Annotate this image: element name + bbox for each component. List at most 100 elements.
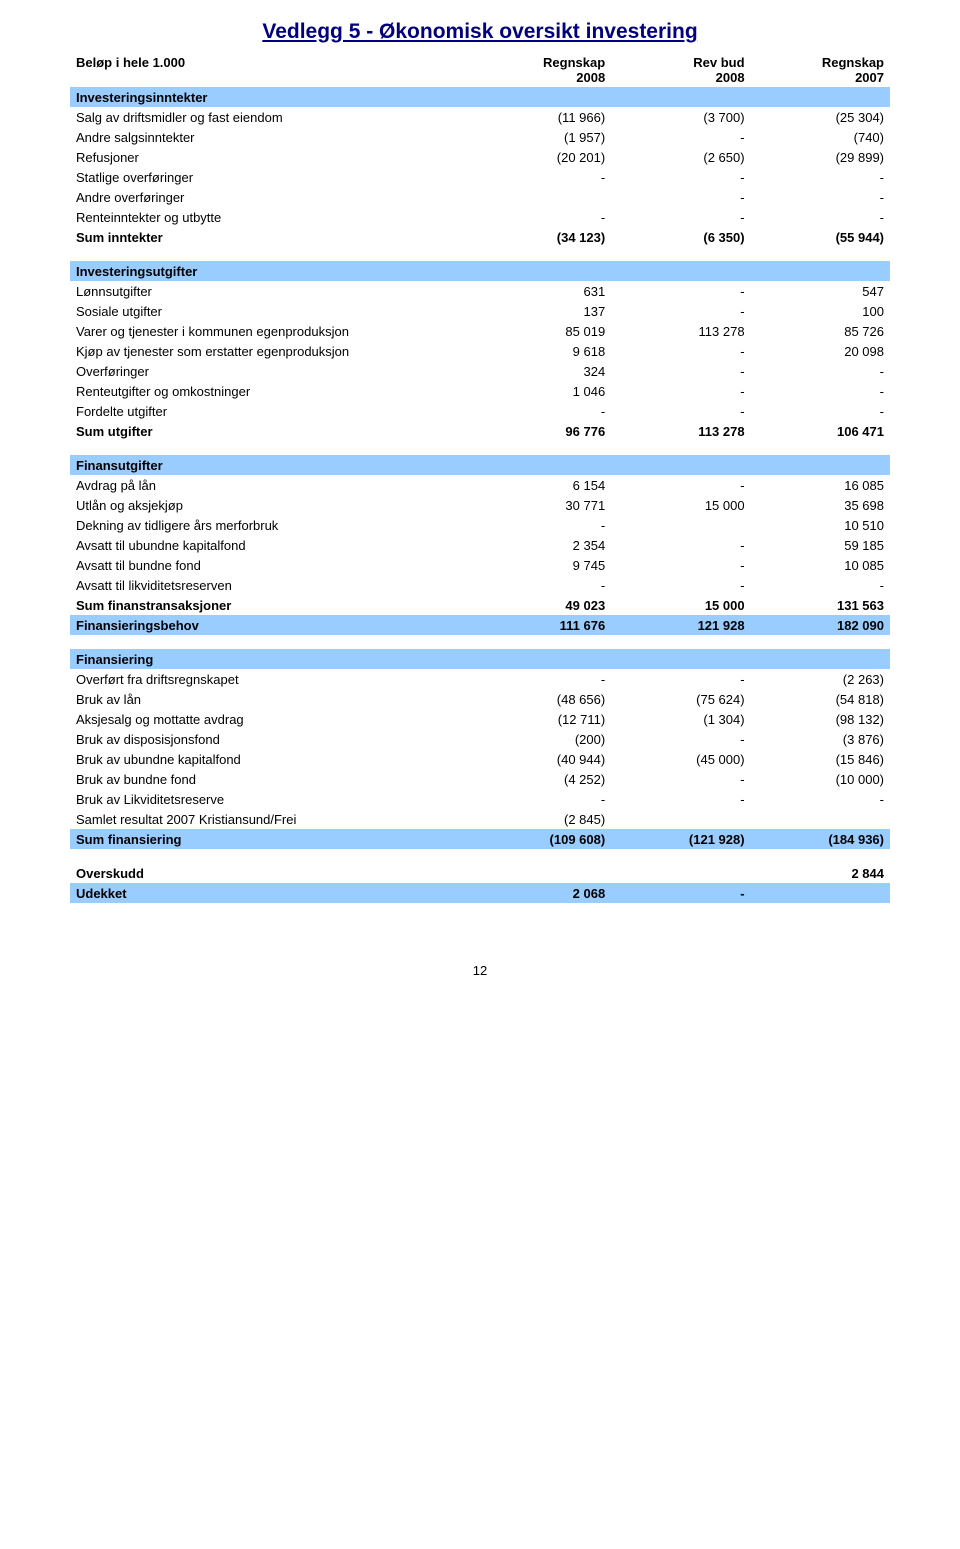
row-value: (20 201) (472, 147, 611, 167)
row-value: 16 085 (751, 475, 890, 495)
row-label: Sum inntekter (70, 227, 472, 247)
row-value: (200) (472, 729, 611, 749)
row-value: 9 745 (472, 555, 611, 575)
row-value: (15 846) (751, 749, 890, 769)
row-value: - (472, 789, 611, 809)
row-label: Sum finanstransaksjoner (70, 595, 472, 615)
row-value (472, 261, 611, 281)
row-value: 547 (751, 281, 890, 301)
row-value: - (751, 187, 890, 207)
row-label: Bruk av bundne fond (70, 769, 472, 789)
table-row: Avdrag på lån6 154-16 085 (70, 475, 890, 495)
row-label: Investeringsutgifter (70, 261, 472, 281)
row-value (751, 883, 890, 903)
table-row: Udekket2 068- (70, 883, 890, 903)
row-value: 111 676 (472, 615, 611, 635)
row-value: 96 776 (472, 421, 611, 441)
row-value: 10 510 (751, 515, 890, 535)
row-value: (10 000) (751, 769, 890, 789)
row-value: 59 185 (751, 535, 890, 555)
row-value: - (751, 361, 890, 381)
row-value (472, 455, 611, 475)
row-label: Avsatt til ubundne kapitalfond (70, 535, 472, 555)
row-value: (121 928) (611, 829, 750, 849)
row-value: - (611, 789, 750, 809)
row-value (472, 187, 611, 207)
row-value: - (751, 381, 890, 401)
table-row: Varer og tjenester i kommunen egenproduk… (70, 321, 890, 341)
row-value: 2 354 (472, 535, 611, 555)
table-row: Investeringsinntekter (70, 87, 890, 107)
row-value: - (472, 401, 611, 421)
row-value (611, 649, 750, 669)
row-label: Andre salgsinntekter (70, 127, 472, 147)
row-value: (25 304) (751, 107, 890, 127)
table-row: Samlet resultat 2007 Kristiansund/Frei(2… (70, 809, 890, 829)
row-label: Sum utgifter (70, 421, 472, 441)
row-value: (4 252) (472, 769, 611, 789)
row-label: Investeringsinntekter (70, 87, 472, 107)
table-row: Bruk av disposisjonsfond(200)-(3 876) (70, 729, 890, 749)
table-row: Fordelte utgifter--- (70, 401, 890, 421)
row-value: - (611, 301, 750, 321)
row-value (611, 87, 750, 107)
table-row: Statlige overføringer--- (70, 167, 890, 187)
row-value: (12 711) (472, 709, 611, 729)
row-value: 2 068 (472, 883, 611, 903)
table-row: Bruk av lån(48 656)(75 624)(54 818) (70, 689, 890, 709)
row-value: - (611, 167, 750, 187)
table-row: Utlån og aksjekjøp30 77115 00035 698 (70, 495, 890, 515)
row-value: - (611, 575, 750, 595)
row-value: - (611, 127, 750, 147)
row-value: (11 966) (472, 107, 611, 127)
table-row: Avsatt til ubundne kapitalfond2 354-59 1… (70, 535, 890, 555)
row-value: (40 944) (472, 749, 611, 769)
row-value: (29 899) (751, 147, 890, 167)
row-value: - (611, 401, 750, 421)
row-value (611, 455, 750, 475)
table-header: Beløp i hele 1.000Regnskap2008Rev bud200… (70, 52, 890, 87)
row-value: 106 471 (751, 421, 890, 441)
row-value: 49 023 (472, 595, 611, 615)
row-value: - (611, 883, 750, 903)
row-label: Lønnsutgifter (70, 281, 472, 301)
table-row: Overført fra driftsregnskapet--(2 263) (70, 669, 890, 689)
row-label: Dekning av tidligere års merforbruk (70, 515, 472, 535)
row-label: Bruk av ubundne kapitalfond (70, 749, 472, 769)
row-value: (45 000) (611, 749, 750, 769)
row-label: Avdrag på lån (70, 475, 472, 495)
row-label: Fordelte utgifter (70, 401, 472, 421)
table-row: Salg av driftsmidler og fast eiendom(11 … (70, 107, 890, 127)
row-value: - (472, 167, 611, 187)
column-header: Regnskap2007 (751, 52, 890, 87)
row-value: 15 000 (611, 595, 750, 615)
row-label: Udekket (70, 883, 472, 903)
row-value (751, 649, 890, 669)
row-label: Finansutgifter (70, 455, 472, 475)
table-row: Bruk av bundne fond(4 252)-(10 000) (70, 769, 890, 789)
table-row: Avsatt til likviditetsreserven--- (70, 575, 890, 595)
column-header: Regnskap2008 (472, 52, 611, 87)
row-label: Finansieringsbehov (70, 615, 472, 635)
row-value: 324 (472, 361, 611, 381)
table-row: Kjøp av tjenester som erstatter egenprod… (70, 341, 890, 361)
row-value: (2 263) (751, 669, 890, 689)
row-value (611, 863, 750, 883)
row-label: Statlige overføringer (70, 167, 472, 187)
row-label: Finansiering (70, 649, 472, 669)
row-value (472, 863, 611, 883)
row-value: 121 928 (611, 615, 750, 635)
row-value (472, 649, 611, 669)
row-value: 20 098 (751, 341, 890, 361)
row-value: (98 132) (751, 709, 890, 729)
row-value: 35 698 (751, 495, 890, 515)
row-value: - (472, 669, 611, 689)
table-row: Refusjoner(20 201)(2 650)(29 899) (70, 147, 890, 167)
table-row: Investeringsutgifter (70, 261, 890, 281)
row-label: Sum finansiering (70, 829, 472, 849)
row-value: 6 154 (472, 475, 611, 495)
row-value (751, 261, 890, 281)
row-label: Bruk av lån (70, 689, 472, 709)
table-row: Bruk av Likviditetsreserve--- (70, 789, 890, 809)
table-row: Sum finanstransaksjoner49 02315 000131 5… (70, 595, 890, 615)
